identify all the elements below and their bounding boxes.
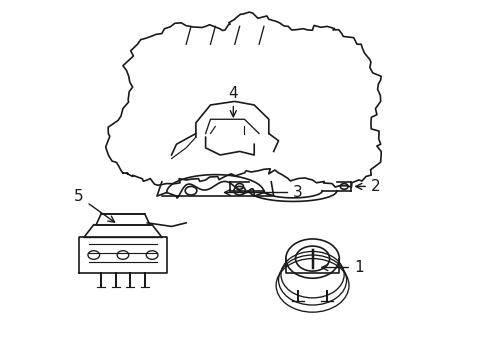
Text: 4: 4 [228, 86, 238, 117]
Text: 5: 5 [74, 189, 114, 222]
Text: 2: 2 [355, 179, 380, 194]
Text: 1: 1 [321, 260, 363, 275]
Text: 3: 3 [224, 185, 302, 200]
